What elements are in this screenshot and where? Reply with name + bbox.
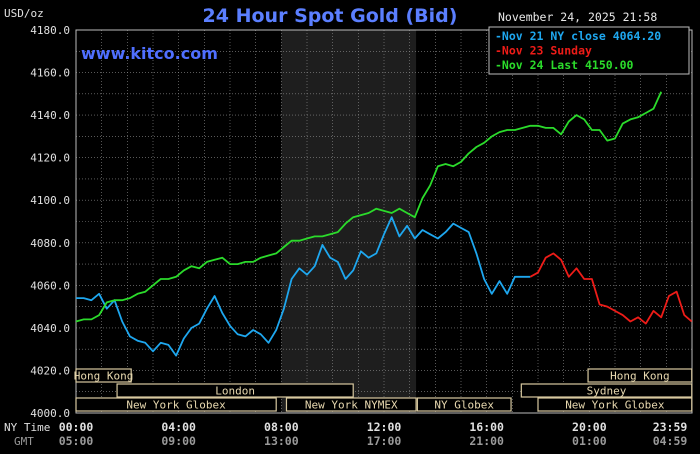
y-tick-label: 4160.0 <box>30 67 70 80</box>
market-session-label: New York Globex <box>126 399 226 412</box>
series-line <box>529 252 693 325</box>
x-axis-gmt-row-label: GMT <box>14 435 34 448</box>
price-series <box>75 91 693 357</box>
market-session: New York Globex <box>75 397 277 412</box>
market-session-bar <box>520 383 693 398</box>
market-session-bar <box>75 368 132 383</box>
x-tick-label-ny: 16:00 <box>469 420 504 434</box>
y-tick-label: 4020.0 <box>30 364 70 377</box>
x-tick-label-ny: 20:00 <box>572 420 607 434</box>
market-session-label: Sydney <box>587 385 627 398</box>
market-session-bar <box>75 397 277 412</box>
y-tick-label: 4140.0 <box>30 109 70 122</box>
market-session: Hong Kong <box>587 368 693 383</box>
chart-timestamp: November 24, 2025 21:58 <box>498 10 657 24</box>
series-line <box>75 91 663 323</box>
market-session: Hong Kong <box>74 368 134 383</box>
legend: -Nov 21 NY close 4064.20-Nov 23 Sunday-N… <box>488 26 690 75</box>
plot-frame <box>75 29 693 414</box>
y-axis-unit-label: USD/oz <box>4 7 44 20</box>
x-tick-label-gmt: 01:00 <box>572 434 607 448</box>
x-tick-label-gmt: 04:59 <box>653 434 688 448</box>
x-tick-label-gmt: 17:00 <box>367 434 402 448</box>
market-session-label: New York NYMEX <box>305 399 398 412</box>
y-tick-label: 4100.0 <box>30 194 70 207</box>
y-axis-ticks: 4000.0 4020.0 4040.0 4060.0 4080.0 4100.0 4120… <box>30 24 70 420</box>
x-tick-label-gmt: 21:00 <box>469 434 504 448</box>
market-session-bar <box>285 397 417 412</box>
x-tick-label-gmt: 13:00 <box>264 434 299 448</box>
kitco-watermark: www.kitco.com <box>81 44 218 63</box>
market-session-label: New York Globex <box>565 399 665 412</box>
legend-entry: -Nov 21 NY close 4064.20 <box>495 29 661 43</box>
legend-entry: -Nov 23 Sunday <box>495 44 592 58</box>
y-tick-label: 4060.0 <box>30 279 70 292</box>
market-session-label: Hong Kong <box>74 370 134 383</box>
market-session-label: Hong Kong <box>610 370 670 383</box>
y-tick-label: 4120.0 <box>30 152 70 165</box>
market-session-bar <box>537 397 693 412</box>
x-tick-label-ny: 04:00 <box>161 420 196 434</box>
market-session-label: London <box>215 385 255 398</box>
x-tick-label-ny: 08:00 <box>264 420 299 434</box>
y-tick-label: 4080.0 <box>30 237 70 250</box>
market-session: New York NYMEX <box>285 397 417 412</box>
y-tick-label: 4000.0 <box>30 407 70 420</box>
y-tick-label: 4180.0 <box>30 24 70 37</box>
market-session-bar <box>416 397 512 412</box>
market-session: NY Globex <box>416 397 512 412</box>
x-tick-label-ny: 00:00 <box>59 420 94 434</box>
x-tick-label-ny: 12:00 <box>367 420 402 434</box>
market-session: Sydney <box>520 383 693 398</box>
market-session-bar <box>116 383 354 398</box>
x-tick-label-gmt: 05:00 <box>59 434 94 448</box>
chart-title: 24 Hour Spot Gold (Bid) <box>203 5 458 27</box>
market-session: New York Globex <box>537 397 693 412</box>
market-session-label: NY Globex <box>434 399 494 412</box>
x-axis-ny-row-label: NY Time <box>4 421 50 434</box>
x-tick-label-gmt: 09:00 <box>161 434 196 448</box>
y-tick-label: 4040.0 <box>30 322 70 335</box>
legend-box <box>488 26 690 75</box>
market-session: London <box>116 383 354 398</box>
legend-entry: -Nov 24 Last 4150.00 <box>495 58 634 72</box>
series-line <box>76 216 531 357</box>
x-tick-label-ny: 23:59 <box>653 420 688 434</box>
market-session-bar <box>587 368 693 383</box>
